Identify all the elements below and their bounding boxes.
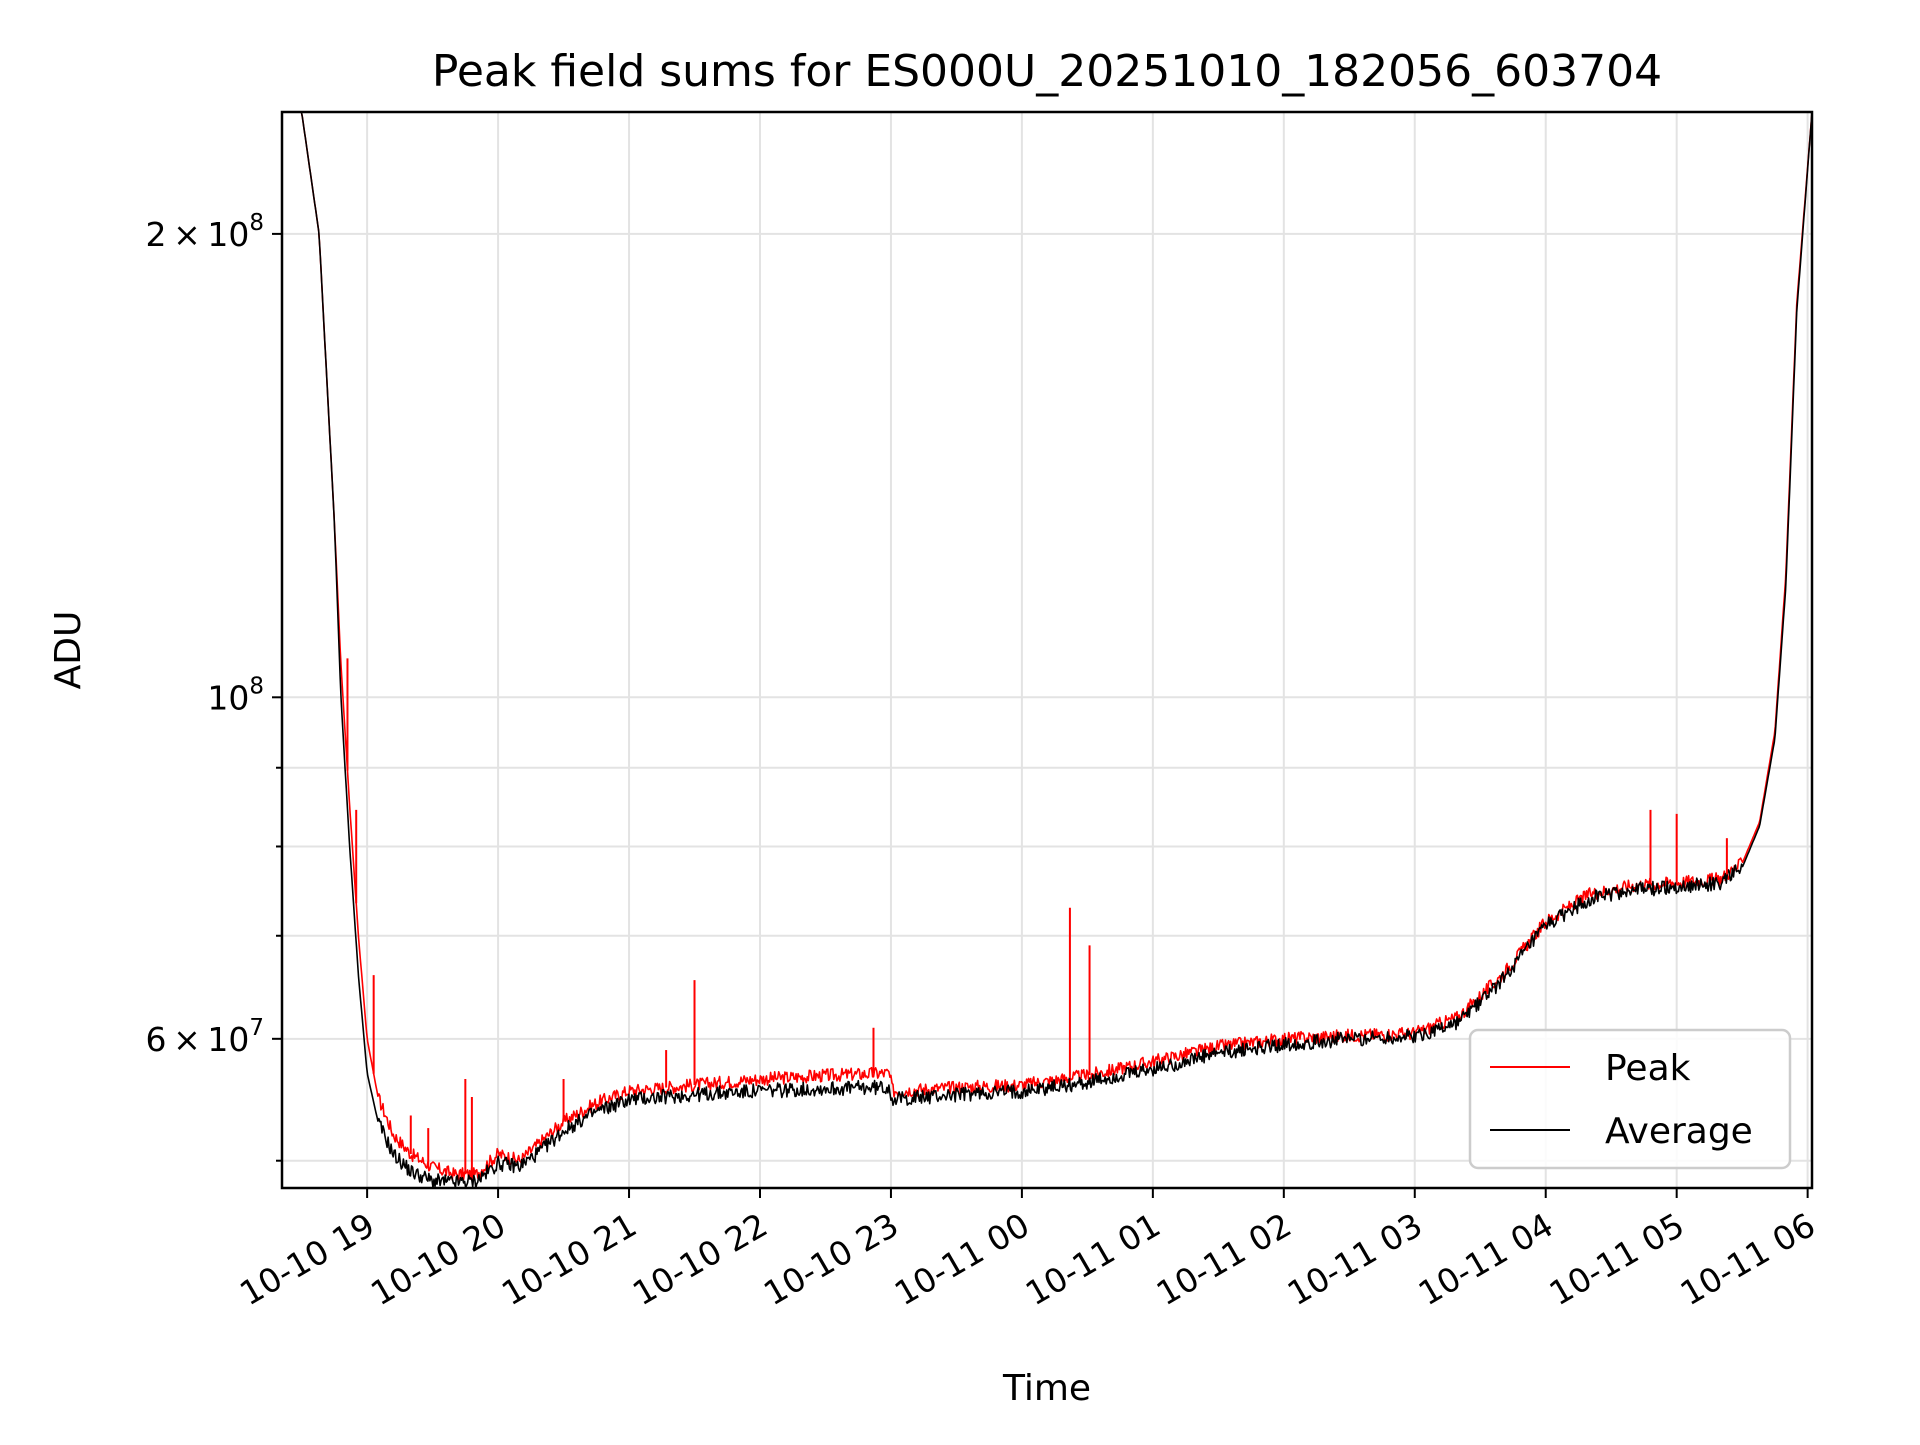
grid — [282, 112, 1812, 1188]
y-tick-label: 108 — [207, 673, 264, 717]
x-tick-label: 10-10 19 — [233, 1205, 381, 1313]
legend-label-peak: Peak — [1605, 1048, 1691, 1089]
x-tick-label: 10-11 00 — [888, 1205, 1036, 1313]
plot-frame — [280, 110, 1814, 1190]
y-tick-label: 2 × 108 — [146, 210, 264, 254]
x-tick-label: 10-10 23 — [757, 1205, 905, 1313]
series-layer — [282, 111, 1813, 1189]
series-line-average — [282, 111, 1813, 1189]
x-tick-label: 10-10 21 — [495, 1205, 643, 1313]
x-tick-label: 10-11 05 — [1543, 1205, 1691, 1313]
y-axis-label: ADU — [48, 611, 89, 690]
x-tick-label: 10-11 04 — [1412, 1205, 1560, 1313]
x-tick-label: 10-10 20 — [364, 1205, 512, 1313]
x-tick-label: 10-10 22 — [626, 1205, 774, 1313]
legend-box — [1468, 1028, 1792, 1170]
chart-title: Peak field sums for ES000U_20251010_1820… — [432, 46, 1662, 97]
series-line-peak — [282, 111, 1813, 1182]
legend: Peak Average — [1468, 1028, 1792, 1170]
x-tick-label: 10-11 03 — [1281, 1205, 1429, 1313]
legend-label-average: Average — [1605, 1111, 1753, 1152]
x-axis-label: Time — [1002, 1368, 1091, 1409]
x-tick-label: 10-11 01 — [1019, 1205, 1167, 1313]
x-tick-label: 10-11 02 — [1150, 1205, 1298, 1313]
x-tick-label: 10-11 06 — [1674, 1205, 1822, 1313]
y-tick-label: 6 × 107 — [146, 1015, 264, 1059]
